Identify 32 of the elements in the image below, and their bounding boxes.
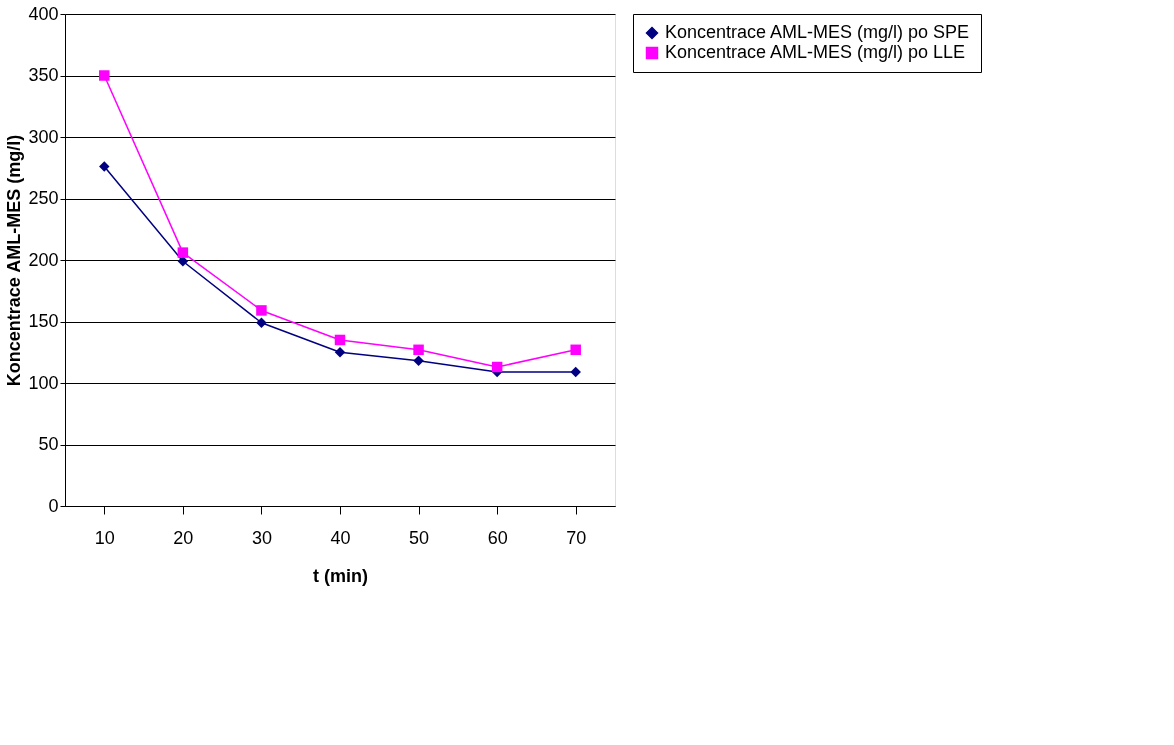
x-tick-label: 50	[409, 527, 430, 548]
point	[570, 366, 581, 378]
x-tick-label: 60	[487, 527, 508, 548]
y-tick-label: 50	[38, 434, 59, 454]
point	[334, 347, 346, 358]
legend-label: Koncentrace AML-MES (mg/l) po SPE	[665, 22, 970, 42]
y-tick-label: 150	[28, 311, 59, 331]
legend-label: Koncentrace AML-MES (mg/l) po LLE	[665, 42, 966, 62]
y-tick-label: 200	[28, 249, 59, 270]
x-tick-label: 40	[330, 527, 351, 548]
point	[334, 334, 346, 346]
point	[413, 355, 424, 367]
y-tick-label: 350	[28, 65, 59, 85]
point	[99, 161, 110, 172]
x-tick-label: 20	[173, 527, 194, 548]
y-tick-label: 0	[48, 495, 59, 516]
y-tick-label: 300	[28, 126, 59, 147]
point	[256, 317, 267, 328]
point	[99, 70, 110, 81]
x-tick-label: 30	[251, 527, 272, 548]
y-axis-title: Koncentrace AML-MES (mg/l)	[4, 134, 25, 387]
x-tick-label: 10	[94, 527, 115, 548]
point	[491, 361, 503, 373]
y-tick-label: 400	[28, 3, 59, 24]
point	[413, 344, 424, 356]
x-tick-label: 70	[566, 527, 587, 548]
point	[570, 344, 581, 356]
x-axis-title: t (min)	[313, 565, 368, 586]
point	[177, 247, 189, 258]
point	[256, 305, 267, 316]
y-tick-label: 250	[28, 188, 59, 208]
y-tick-label: 100	[28, 372, 59, 393]
